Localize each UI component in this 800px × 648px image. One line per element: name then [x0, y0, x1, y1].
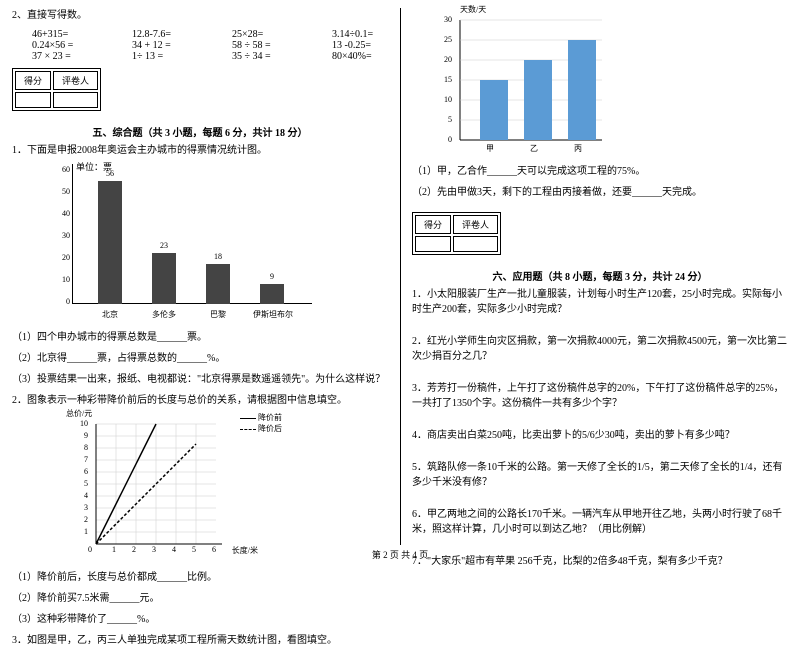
score-box: 得分评卷人 — [412, 212, 501, 255]
bar-value: 18 — [206, 252, 230, 261]
x-cat: 北京 — [92, 309, 128, 320]
bar-value: 23 — [152, 241, 176, 250]
q6-3: 3．芳芳打一份稿件，上午打了这份稿件总字的20%，下午打了这份稿件总字的25%，… — [412, 381, 788, 411]
q5-1a: （1）四个申办城市的得票总数是______票。 — [12, 330, 388, 345]
ytick: 60 — [52, 165, 70, 174]
bar-beijing — [98, 181, 122, 304]
calc-cell: 46+315= — [32, 29, 102, 40]
x-cat: 丙 — [574, 143, 582, 154]
calc-cell: 1÷ 13 = — [132, 51, 202, 62]
calc-cell: 80×40%= — [332, 51, 402, 62]
legend: 降价前 降价后 — [240, 412, 282, 434]
calc-row-0: 46+315= 12.8-7.6= 25×28= 3.14÷0.1= — [32, 29, 388, 40]
grader-label: 评卷人 — [53, 71, 98, 90]
ylabel: 天数/天 — [460, 4, 486, 15]
q2-title: 2、直接写得数。 — [12, 8, 388, 23]
calc-cell: 0.24×56 = — [32, 40, 102, 51]
section-5-title: 五、综合题（共 3 小题，每题 6 分，共计 18 分） — [12, 124, 388, 139]
section-6-title: 六、应用题（共 8 小题，每题 3 分，共计 24 分） — [412, 268, 788, 283]
left-column: 2、直接写得数。 46+315= 12.8-7.6= 25×28= 3.14÷0… — [0, 0, 400, 545]
q5-1: 1．下面是申报2008年奥运会主办城市的得票情况统计图。 — [12, 143, 388, 158]
score-label: 得分 — [15, 71, 51, 90]
q5-2b: （2）降价前买7.5米需______元。 — [12, 591, 388, 606]
bar-toronto — [152, 253, 176, 304]
calc-cell: 35 ÷ 34 = — [232, 51, 302, 62]
ytick: 10 — [52, 275, 70, 284]
calc-cell: 25×28= — [232, 29, 302, 40]
calc-row-1: 0.24×56 = 34 + 12 = 58 ÷ 58 = 13 -0.25= — [32, 40, 388, 51]
q5-3: 3．如图是甲，乙，丙三人单独完成某项工程所需天数统计图，看图填空。 — [12, 633, 388, 648]
ylabel: 总价/元 — [66, 408, 92, 419]
bar-yi — [524, 60, 552, 140]
q5-2: 2．图象表示一种彩带降价前后的长度与总价的关系，请根据图中信息填空。 — [12, 393, 388, 408]
score-box: 得分评卷人 — [12, 68, 101, 111]
legend-before: 降价前 — [258, 413, 282, 422]
q5-3b: （2）先由甲做3天，剩下的工程由丙接着做，还要______天完成。 — [412, 185, 788, 200]
ytick: 20 — [52, 253, 70, 262]
q5-3a: （1）甲，乙合作______天可以完成这项工程的75%。 — [412, 164, 788, 179]
score-label: 得分 — [415, 215, 451, 234]
page-footer: 第 2 页 共 4 页 — [0, 548, 800, 561]
bar-bing — [568, 40, 596, 140]
q5-2c: （3）这种彩带降价了______%。 — [12, 612, 388, 627]
calc-cell: 37 × 23 = — [32, 51, 102, 62]
vote-bar-chart: 单位：票 0 10 20 30 40 50 60 56 北京 23 多伦多 18… — [52, 164, 312, 324]
bar-value: 56 — [98, 169, 122, 178]
q6-6: 6．甲乙两地之间的公路长170千米。一辆汽车从甲地开往乙地，头两小时行驶了68千… — [412, 507, 788, 537]
x-cat: 多伦多 — [144, 309, 184, 320]
bar-istanbul — [260, 284, 284, 304]
calc-cell: 34 + 12 = — [132, 40, 202, 51]
price-line-chart: 降价前 降价后 总价/元 长度/米 0 1 2 3 4 5 6 1 2 3 4 … — [72, 414, 252, 564]
q5-1b: （2）北京得______票，占得票总数的______%。 — [12, 351, 388, 366]
calc-cell: 58 ÷ 58 = — [232, 40, 302, 51]
right-column: 天数/天 0 5 10 15 20 25 30 甲 乙 丙 （1）甲，乙合作__… — [400, 0, 800, 545]
bar-paris — [206, 264, 230, 304]
q5-2a: （1）降价前后，长度与总价都成______比例。 — [12, 570, 388, 585]
x-cat: 巴黎 — [200, 309, 236, 320]
q6-1: 1．小太阳服装厂生产一批儿童服装，计划每小时生产120套，25小时完成。实际每小… — [412, 287, 788, 317]
y-axis — [72, 164, 73, 304]
q6-5: 5．筑路队修一条10千米的公路。第一天修了全长的1/5，第二天修了全长的1/4，… — [412, 460, 788, 490]
calc-cell: 3.14÷0.1= — [332, 29, 402, 40]
calc-cell: 12.8-7.6= — [132, 29, 202, 40]
grader-label: 评卷人 — [453, 215, 498, 234]
ytick: 50 — [52, 187, 70, 196]
bar-value: 9 — [260, 272, 284, 281]
days-bar-chart: 天数/天 0 5 10 15 20 25 30 甲 乙 丙 — [432, 8, 612, 158]
bar-jia — [480, 80, 508, 140]
ytick: 40 — [52, 209, 70, 218]
q6-4: 4．商店卖出白菜250吨，比卖出萝卜的5/6少30吨，卖出的萝卜有多少吨？ — [412, 428, 788, 443]
ytick: 30 — [52, 231, 70, 240]
legend-after: 降价后 — [258, 424, 282, 433]
calc-cell: 13 -0.25= — [332, 40, 402, 51]
line-chart-svg — [72, 414, 252, 564]
q5-1c: （3）投票结果一出来，报纸、电视都说："北京得票是数遥遥领先"。为什么这样说？ — [12, 372, 388, 387]
q6-2: 2．红光小学师生向灾区捐款，第一次捐款4000元，第二次捐款4500元，第一次比… — [412, 334, 788, 364]
x-cat: 乙 — [530, 143, 538, 154]
x-cat: 甲 — [486, 143, 494, 154]
calc-row-2: 37 × 23 = 1÷ 13 = 35 ÷ 34 = 80×40%= — [32, 51, 388, 62]
ytick: 0 — [52, 297, 70, 306]
x-cat: 伊斯坦布尔 — [248, 309, 298, 320]
